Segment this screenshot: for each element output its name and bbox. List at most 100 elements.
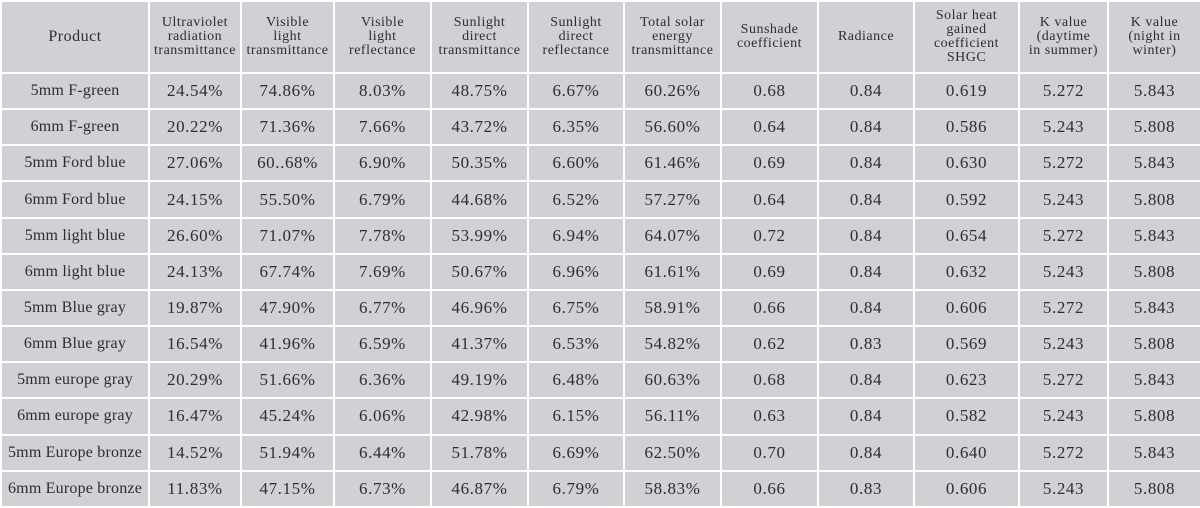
value-cell: 0.84 xyxy=(817,252,915,291)
header-cell: Product xyxy=(0,0,150,74)
header-cell: Ultraviolet radiation transmittance xyxy=(148,0,242,74)
value-cell: 14.52% xyxy=(148,433,242,472)
value-cell: 55.50% xyxy=(240,180,335,219)
value-cell: 43.72% xyxy=(430,108,529,147)
value-cell: 0.66 xyxy=(720,469,819,508)
value-cell: 6.69% xyxy=(527,433,625,472)
value-cell: 5.843 xyxy=(1107,71,1200,111)
value-cell: 5.808 xyxy=(1107,180,1200,219)
value-cell: 20.22% xyxy=(148,108,242,147)
value-cell: 51.66% xyxy=(240,361,335,400)
value-cell: 6.44% xyxy=(333,433,432,472)
header-cell: K value (night in winter) xyxy=(1107,0,1200,74)
table-row: 5mm europe gray 20.29% 51.66% 6.36% 49.19% 6.… xyxy=(0,361,1200,400)
value-cell: 0.64 xyxy=(720,180,819,219)
value-cell: 0.83 xyxy=(817,469,915,508)
value-cell: 6.48% xyxy=(527,361,625,400)
value-cell: 6.15% xyxy=(527,397,625,436)
value-cell: 6.52% xyxy=(527,180,625,219)
value-cell: 0.619 xyxy=(913,71,1020,111)
value-cell: 7.66% xyxy=(333,108,432,147)
table-row: 6mm Europe bronze 11.83% 47.15% 6.73% 46.87%… xyxy=(0,469,1200,508)
table-row: 5mm F-green 24.54% 74.86% 8.03% 48.75% 6.67% 6… xyxy=(0,71,1200,111)
value-cell: 0.63 xyxy=(720,397,819,436)
value-cell: 0.84 xyxy=(817,288,915,328)
header-cell: Sunlight direct transmittance xyxy=(430,0,529,74)
value-cell: 0.68 xyxy=(720,71,819,111)
value-cell: 6.77% xyxy=(333,288,432,328)
value-cell: 0.630 xyxy=(913,144,1020,183)
value-cell: 0.582 xyxy=(913,397,1020,436)
value-cell: 5.808 xyxy=(1107,325,1200,364)
table-row: 6mm europe gray 16.47% 45.24% 6.06% 42.98% 6.… xyxy=(0,397,1200,436)
value-cell: 5.243 xyxy=(1018,469,1109,508)
value-cell: 56.11% xyxy=(623,397,722,436)
value-cell: 51.94% xyxy=(240,433,335,472)
value-cell: 20.29% xyxy=(148,361,242,400)
value-cell: 6.36% xyxy=(333,361,432,400)
product-cell: 6mm F-green xyxy=(0,108,150,147)
value-cell: 62.50% xyxy=(623,433,722,472)
value-cell: 0.84 xyxy=(817,108,915,147)
value-cell: 6.60% xyxy=(527,144,625,183)
value-cell: 16.54% xyxy=(148,325,242,364)
value-cell: 60.63% xyxy=(623,361,722,400)
value-cell: 53.99% xyxy=(430,216,529,255)
value-cell: 0.592 xyxy=(913,180,1020,219)
table-row: 5mm Ford blue 27.06% 60..68% 6.90% 50.35% 6.6… xyxy=(0,144,1200,183)
value-cell: 5.243 xyxy=(1018,397,1109,436)
value-cell: 42.98% xyxy=(430,397,529,436)
value-cell: 0.569 xyxy=(913,325,1020,364)
value-cell: 0.84 xyxy=(817,144,915,183)
value-cell: 45.24% xyxy=(240,397,335,436)
value-cell: 0.632 xyxy=(913,252,1020,291)
value-cell: 74.86% xyxy=(240,71,335,111)
header-cell: Radiance xyxy=(817,0,915,74)
value-cell: 6.53% xyxy=(527,325,625,364)
value-cell: 5.843 xyxy=(1107,288,1200,328)
value-cell: 0.83 xyxy=(817,325,915,364)
value-cell: 60..68% xyxy=(240,144,335,183)
value-cell: 6.67% xyxy=(527,71,625,111)
product-cell: 5mm Europe bronze xyxy=(0,433,150,472)
value-cell: 56.60% xyxy=(623,108,722,147)
value-cell: 5.272 xyxy=(1018,361,1109,400)
value-cell: 27.06% xyxy=(148,144,242,183)
value-cell: 54.82% xyxy=(623,325,722,364)
value-cell: 50.67% xyxy=(430,252,529,291)
product-cell: 5mm Blue gray xyxy=(0,288,150,328)
header-cell: Solar heat gained coefficient SHGC xyxy=(913,0,1020,74)
value-cell: 6.06% xyxy=(333,397,432,436)
value-cell: 5.808 xyxy=(1107,252,1200,291)
header-cell: Visible light transmittance xyxy=(240,0,335,74)
product-cell: 6mm Europe bronze xyxy=(0,469,150,508)
value-cell: 6.90% xyxy=(333,144,432,183)
value-cell: 58.91% xyxy=(623,288,722,328)
product-cell: 6mm Ford blue xyxy=(0,180,150,219)
value-cell: 11.83% xyxy=(148,469,242,508)
value-cell: 0.586 xyxy=(913,108,1020,147)
value-cell: 0.84 xyxy=(817,71,915,111)
value-cell: 6.79% xyxy=(333,180,432,219)
value-cell: 5.808 xyxy=(1107,108,1200,147)
value-cell: 0.64 xyxy=(720,108,819,147)
value-cell: 41.96% xyxy=(240,325,335,364)
value-cell: 6.59% xyxy=(333,325,432,364)
value-cell: 5.272 xyxy=(1018,288,1109,328)
table-row: 5mm Europe bronze 14.52% 51.94% 6.44% 51.78%… xyxy=(0,433,1200,472)
value-cell: 6.35% xyxy=(527,108,625,147)
value-cell: 7.78% xyxy=(333,216,432,255)
value-cell: 16.47% xyxy=(148,397,242,436)
value-cell: 46.96% xyxy=(430,288,529,328)
value-cell: 57.27% xyxy=(623,180,722,219)
value-cell: 8.03% xyxy=(333,71,432,111)
header-cell: Total solar energy transmittance xyxy=(623,0,722,74)
product-cell: 5mm F-green xyxy=(0,71,150,111)
value-cell: 5.843 xyxy=(1107,361,1200,400)
value-cell: 6.79% xyxy=(527,469,625,508)
value-cell: 0.84 xyxy=(817,397,915,436)
value-cell: 5.272 xyxy=(1018,216,1109,255)
value-cell: 0.72 xyxy=(720,216,819,255)
value-cell: 5.243 xyxy=(1018,252,1109,291)
value-cell: 0.654 xyxy=(913,216,1020,255)
